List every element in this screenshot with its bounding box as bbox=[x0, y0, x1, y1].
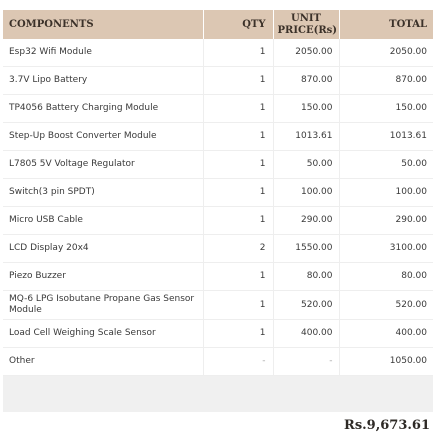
table-row: LCD Display 20x4 2 1550.00 3100.00 bbox=[3, 234, 433, 263]
component-unit-price: - bbox=[273, 347, 340, 376]
component-total: 870.00 bbox=[339, 66, 433, 95]
component-unit-price: 150.00 bbox=[273, 94, 340, 123]
component-name: Esp32 Wifi Module bbox=[3, 39, 204, 67]
component-qty: 1 bbox=[203, 319, 274, 348]
component-name: 3.7V Lipo Battery bbox=[3, 66, 204, 95]
component-name: MQ-6 LPG Isobutane Propane Gas Sensor Mo… bbox=[3, 290, 204, 320]
component-name: L7805 5V Voltage Regulator bbox=[3, 150, 204, 179]
table-row: Micro USB Cable 1 290.00 290.00 bbox=[3, 206, 433, 235]
component-qty: 1 bbox=[203, 122, 274, 151]
component-total: 80.00 bbox=[339, 262, 433, 291]
grand-total-value: Rs.9,673.61 bbox=[344, 418, 430, 433]
component-name: Load Cell Weighing Scale Sensor bbox=[3, 319, 204, 348]
header-components: COMPONENTS bbox=[3, 10, 204, 39]
component-name: Piezo Buzzer bbox=[3, 262, 204, 291]
component-unit-price: 80.00 bbox=[273, 262, 340, 291]
component-name: LCD Display 20x4 bbox=[3, 234, 204, 263]
component-unit-price: 100.00 bbox=[273, 178, 340, 207]
components-cost-table-container: COMPONENTS QTY UNIT PRICE(Rs) TOTAL Esp3… bbox=[3, 10, 433, 433]
component-qty: 1 bbox=[203, 66, 274, 95]
component-qty: - bbox=[203, 347, 274, 376]
component-unit-price: 50.00 bbox=[273, 150, 340, 179]
component-unit-price: 1013.61 bbox=[273, 122, 340, 151]
component-qty: 1 bbox=[203, 178, 274, 207]
component-name: Switch(3 pin SPDT) bbox=[3, 178, 204, 207]
component-unit-price: 1550.00 bbox=[273, 234, 340, 263]
component-unit-price: 400.00 bbox=[273, 319, 340, 348]
component-name: TP4056 Battery Charging Module bbox=[3, 94, 204, 123]
component-name: Step-Up Boost Converter Module bbox=[3, 122, 204, 151]
header-qty: QTY bbox=[203, 10, 274, 39]
component-total: 1013.61 bbox=[339, 122, 433, 151]
table-row: MQ-6 LPG Isobutane Propane Gas Sensor Mo… bbox=[3, 290, 433, 320]
components-cost-table: COMPONENTS QTY UNIT PRICE(Rs) TOTAL Esp3… bbox=[3, 10, 433, 376]
header-total: TOTAL bbox=[339, 10, 433, 39]
table-header-row: COMPONENTS QTY UNIT PRICE(Rs) TOTAL bbox=[3, 10, 433, 39]
component-unit-price: 290.00 bbox=[273, 206, 340, 235]
component-name: Micro USB Cable bbox=[3, 206, 204, 235]
table-row: Switch(3 pin SPDT) 1 100.00 100.00 bbox=[3, 178, 433, 207]
component-qty: 1 bbox=[203, 94, 274, 123]
component-qty: 2 bbox=[203, 234, 274, 263]
table-row: Esp32 Wifi Module 1 2050.00 2050.00 bbox=[3, 39, 433, 67]
component-unit-price: 870.00 bbox=[273, 66, 340, 95]
table-row: Step-Up Boost Converter Module 1 1013.61… bbox=[3, 122, 433, 151]
component-total: 2050.00 bbox=[339, 39, 433, 67]
component-qty: 1 bbox=[203, 290, 274, 320]
component-total: 150.00 bbox=[339, 94, 433, 123]
component-total: 3100.00 bbox=[339, 234, 433, 263]
component-qty: 1 bbox=[203, 150, 274, 179]
table-row: Other - - 1050.00 bbox=[3, 347, 433, 376]
grand-total-footer: Rs.9,673.61 bbox=[3, 376, 433, 433]
component-qty: 1 bbox=[203, 262, 274, 291]
grand-total-bar bbox=[3, 376, 433, 412]
table-row: Piezo Buzzer 1 80.00 80.00 bbox=[3, 262, 433, 291]
component-qty: 1 bbox=[203, 39, 274, 67]
component-total: 100.00 bbox=[339, 178, 433, 207]
header-unit-price: UNIT PRICE(Rs) bbox=[273, 10, 340, 39]
component-total: 520.00 bbox=[339, 290, 433, 320]
component-unit-price: 520.00 bbox=[273, 290, 340, 320]
component-qty: 1 bbox=[203, 206, 274, 235]
table-row: 3.7V Lipo Battery 1 870.00 870.00 bbox=[3, 66, 433, 95]
table-row: Load Cell Weighing Scale Sensor 1 400.00… bbox=[3, 319, 433, 348]
table-row: TP4056 Battery Charging Module 1 150.00 … bbox=[3, 94, 433, 123]
table-row: L7805 5V Voltage Regulator 1 50.00 50.00 bbox=[3, 150, 433, 179]
component-total: 400.00 bbox=[339, 319, 433, 348]
component-name: Other bbox=[3, 347, 204, 376]
component-unit-price: 2050.00 bbox=[273, 39, 340, 67]
component-total: 50.00 bbox=[339, 150, 433, 179]
component-total: 1050.00 bbox=[339, 347, 433, 376]
component-total: 290.00 bbox=[339, 206, 433, 235]
